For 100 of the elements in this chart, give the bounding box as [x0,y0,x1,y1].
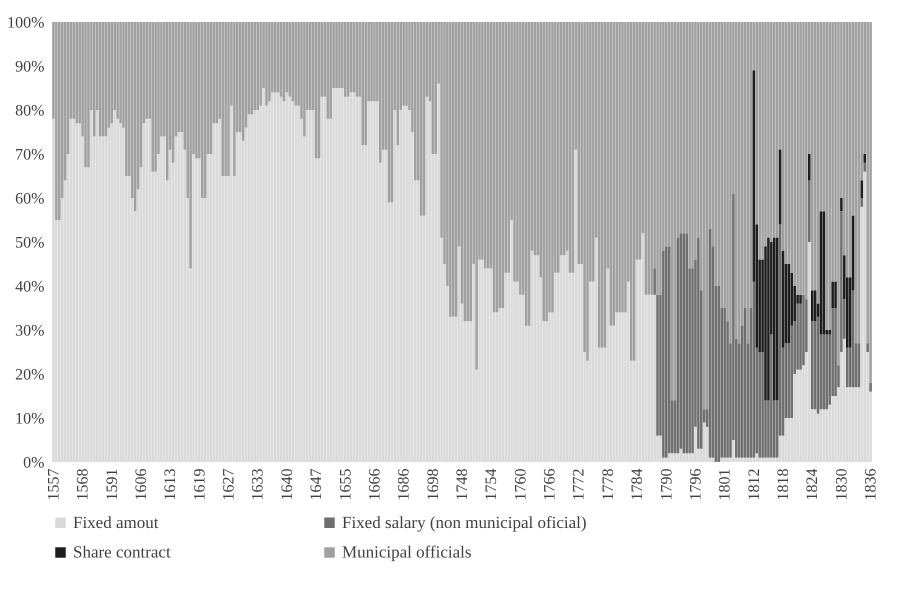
bar [826,334,828,410]
bar [592,22,595,282]
bar [682,233,686,454]
bar [805,22,808,300]
bar [486,22,490,268]
bar [828,22,831,330]
bar [668,246,670,454]
legend-label: Fixed amout [73,512,159,532]
bar [840,211,843,352]
bar [394,110,396,462]
bar [478,260,481,462]
bar [606,268,610,462]
bar [510,220,513,462]
bar [390,22,394,202]
bar [706,426,708,462]
bar [706,22,708,410]
bar [472,264,475,462]
bar [326,22,330,119]
bar [846,348,849,388]
bar [784,418,788,462]
bar [772,22,776,238]
y-tick-label: 80% [15,102,44,120]
bar [572,22,574,273]
bar [594,238,598,462]
bar [738,458,741,462]
bar [577,22,580,264]
bar [627,282,630,462]
x-tick-label: 1748 [454,468,471,500]
bar [519,22,522,295]
bar [344,22,347,97]
bar [192,154,195,462]
bar [653,294,656,462]
y-tick-label: 30% [15,322,44,340]
bar [668,453,670,462]
bar [740,458,744,462]
bar [810,290,814,322]
bar [822,211,826,334]
bar [776,238,778,400]
bar [750,458,752,462]
bar [712,458,714,462]
bar [782,250,784,348]
bar [256,22,259,110]
x-tick-label: 1760 [512,468,530,500]
bar [303,22,306,136]
y-tick-label: 70% [15,146,44,164]
bar [87,22,90,168]
bar [204,22,206,198]
bar [831,282,834,308]
bar [449,22,452,317]
bar [166,22,169,180]
bar [653,268,656,295]
bar [288,22,292,97]
bar [788,264,790,344]
bar [834,308,837,396]
bar [656,22,659,295]
bar [545,22,548,322]
bar [373,22,376,102]
bar [102,22,104,136]
x-tick-label: 1836 [862,468,880,500]
bar [308,22,312,110]
bar [104,22,108,136]
bar [55,22,58,220]
bar [530,250,534,462]
bar [93,22,96,136]
x-tick-label: 1647 [308,468,326,500]
x-tick-label: 1772 [570,468,588,500]
x-tick-label: 1790 [658,468,676,500]
bar [846,22,849,278]
bar [778,150,782,224]
bar [388,22,390,202]
bar [840,198,843,212]
bar [574,150,578,462]
bar [98,22,102,136]
bar [770,458,773,462]
bar [820,211,822,334]
bar [274,22,277,92]
bar [172,22,174,163]
bar [612,22,616,326]
bar [638,22,642,260]
x-tick-label: 1557 [45,468,62,500]
bar [452,22,455,317]
x-tick-label: 1619 [191,468,208,500]
bar [492,22,496,312]
bar [688,22,691,268]
bar [860,180,864,198]
bar [259,22,262,106]
bar [837,22,840,366]
bar [869,22,872,383]
bar [396,22,400,146]
bar [752,282,756,458]
bar [557,22,560,273]
bar [799,294,802,304]
bar [151,22,154,172]
x-tick-label: 1568 [74,468,92,500]
bar [268,22,271,102]
bar [854,22,858,344]
x-tick-label: 1633 [250,468,267,500]
bar [636,260,638,462]
bar [125,22,128,176]
bar [718,286,720,462]
